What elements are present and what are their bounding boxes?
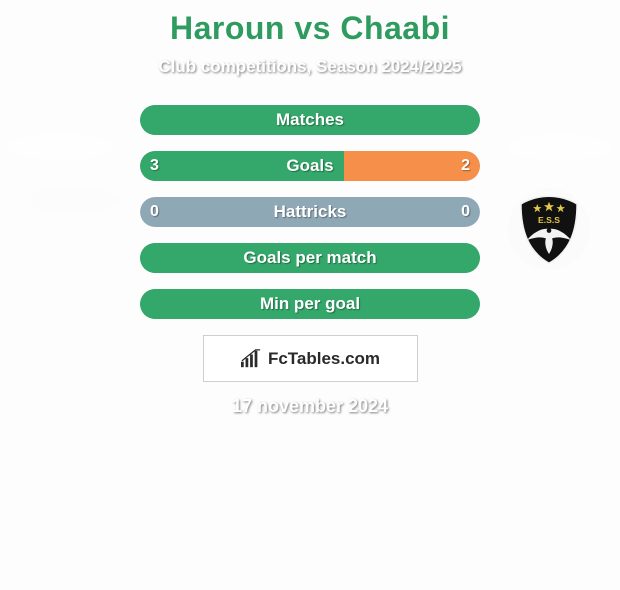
bar-chart-icon	[240, 349, 262, 369]
right-club-badge: E.S.S	[508, 188, 590, 270]
shield-icon: E.S.S	[510, 190, 588, 268]
stat-right-value: 2	[461, 151, 470, 181]
right-crest-shape-upper	[507, 134, 612, 160]
page-subtitle: Club competitions, Season 2024/2025	[0, 57, 620, 77]
stat-right-value: 0	[461, 197, 470, 227]
stat-row-hattricks: 0 Hattricks 0	[140, 197, 480, 227]
page-title: Haroun vs Chaabi	[0, 10, 620, 47]
left-crest-shape-lower	[20, 188, 120, 212]
stat-label: Matches	[140, 105, 480, 135]
stats-container: Matches 3 Goals 2 0 Hattricks 0 Goals pe…	[140, 105, 480, 319]
stat-label: Hattricks	[140, 197, 480, 227]
date-label: 17 november 2024	[0, 396, 620, 417]
stat-row-min-per-goal: Min per goal	[140, 289, 480, 319]
brand-text: FcTables.com	[268, 349, 380, 369]
stat-label: Goals	[140, 151, 480, 181]
brand-badge[interactable]: FcTables.com	[203, 335, 418, 382]
stat-label: Goals per match	[140, 243, 480, 273]
left-crest-shape-upper	[8, 134, 113, 160]
stat-row-matches: Matches	[140, 105, 480, 135]
stat-row-goals-per-match: Goals per match	[140, 243, 480, 273]
stat-row-goals: 3 Goals 2	[140, 151, 480, 181]
stat-label: Min per goal	[140, 289, 480, 319]
svg-text:E.S.S: E.S.S	[538, 215, 560, 225]
